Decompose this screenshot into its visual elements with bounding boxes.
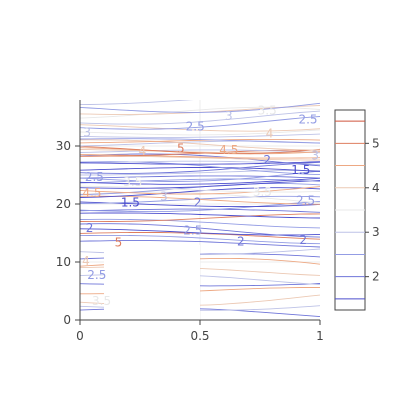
contour-label: 3.5 <box>258 103 277 117</box>
contour-label: 1.5 <box>121 195 140 209</box>
contour-line <box>80 138 320 144</box>
contour-line <box>80 116 320 130</box>
x-tick-label-1: 0.5 <box>190 329 209 343</box>
contour-line <box>80 175 320 179</box>
contour-label: 3.5 <box>92 294 111 308</box>
contour-line <box>80 218 320 229</box>
contour-line <box>80 180 320 189</box>
contour-line <box>80 240 320 248</box>
contour-label: 2.5 <box>183 223 202 237</box>
contour-line <box>80 129 320 136</box>
contour-label: 2 <box>86 221 94 235</box>
contour-label: 2.5 <box>298 113 317 127</box>
contour-label: 3 <box>311 149 319 163</box>
contour-line <box>80 161 320 174</box>
colorbar-lines <box>335 120 365 300</box>
x-tick-label-2: 1 <box>316 329 324 343</box>
contour-label: 4.5 <box>219 143 238 157</box>
contour-gap-region <box>104 245 200 321</box>
axes: 0 0.5 1 0 10 20 30 <box>56 100 324 343</box>
contour-label: 4 <box>82 254 90 268</box>
contour-label: 1.5 <box>291 163 310 177</box>
contour-line <box>80 153 320 167</box>
contour-label: 3 <box>160 190 168 204</box>
contour-label: 3.5 <box>123 175 142 189</box>
contour-label: 5 <box>177 142 185 156</box>
contour-line <box>80 208 320 213</box>
contour-line <box>80 213 320 223</box>
contour-line <box>80 187 320 198</box>
contour-label: 2.5 <box>87 268 106 282</box>
contour-line <box>80 138 320 144</box>
colorbar-tick-label: 3 <box>372 225 380 239</box>
contour-label: 2.5 <box>296 194 315 208</box>
colorbar-tick-label: 4 <box>372 181 380 195</box>
contour-label: 4 <box>266 127 274 141</box>
contour-line <box>80 212 320 219</box>
contour-line <box>80 200 320 213</box>
colorbar: 2 3 4 5 <box>334 109 380 311</box>
contour-line <box>80 201 320 208</box>
contour-line <box>80 102 320 113</box>
y-tick-label-2: 20 <box>56 197 71 211</box>
colorbar-tick-label: 5 <box>372 136 380 150</box>
contour-line <box>80 169 320 176</box>
contour-line <box>80 177 320 185</box>
contour-line <box>80 124 320 132</box>
contour-line <box>80 139 320 151</box>
contour-line <box>80 110 320 125</box>
colorbar-ticks: 2 3 4 5 <box>365 136 380 284</box>
contour-label: 2.5 <box>186 120 205 134</box>
contour-label: 2 <box>299 233 307 247</box>
y-tick-label-3: 30 <box>56 139 71 153</box>
contour-line <box>80 154 320 159</box>
contour-line <box>80 133 320 138</box>
contour-line <box>80 185 320 193</box>
contour-label: 2 <box>194 195 202 209</box>
y-tick-label-0: 0 <box>63 313 71 327</box>
contour-line <box>80 223 320 238</box>
contour-line <box>80 170 320 182</box>
contour-label: 2 <box>237 234 245 248</box>
contour-label: 4.5 <box>82 186 101 200</box>
contour-label: 3 <box>225 109 233 123</box>
contour-line <box>80 100 194 106</box>
contour-line <box>80 145 320 155</box>
colorbar-tick-label: 2 <box>372 270 380 284</box>
contour-label: 4 <box>139 144 147 158</box>
contour-label: 2 <box>263 153 271 167</box>
contour-label: 5 <box>115 235 123 249</box>
contour-label: 3.5 <box>253 185 272 199</box>
contour-line <box>80 186 320 195</box>
contour-label: 3 <box>83 125 91 139</box>
contour-line <box>80 178 320 184</box>
contour-line <box>80 234 320 245</box>
contour-labels: 3.53 2.52.53 44 5 4.5 321.52.5 3.54.5 3.531.5 2 2… <box>82 103 319 307</box>
x-tick-label-0: 0 <box>76 329 84 343</box>
contour-label: 2.5 <box>85 170 104 184</box>
contour-line <box>80 161 320 176</box>
contour-line <box>80 149 320 154</box>
contour-line <box>80 161 320 165</box>
contour-line <box>80 232 320 240</box>
contour-line <box>80 167 320 172</box>
y-tick-label-1: 10 <box>56 255 71 269</box>
